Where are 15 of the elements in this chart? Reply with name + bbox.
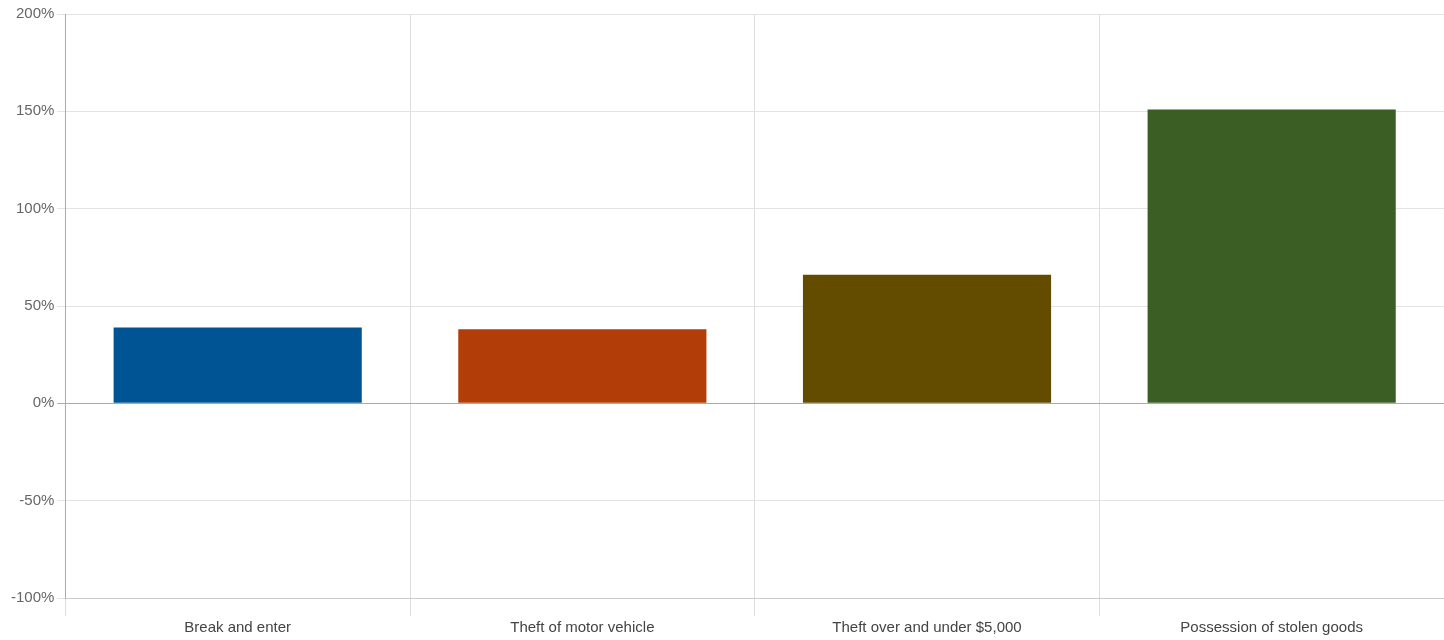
y-tick-label: -50% xyxy=(19,490,55,508)
y-tick-label: 200% xyxy=(15,4,55,22)
x-tick-label: Theft over and under $5,000 xyxy=(832,618,1022,636)
bar xyxy=(1147,109,1396,403)
y-tick-label: -100% xyxy=(11,588,55,606)
x-tick-label: Theft of motor vehicle xyxy=(510,618,655,636)
bar xyxy=(458,329,707,403)
y-tick-label: 0% xyxy=(32,393,55,411)
bar xyxy=(802,274,1052,403)
x-tick-label: Break and enter xyxy=(184,618,292,636)
y-tick-label: 150% xyxy=(15,101,55,119)
y-tick-label: 50% xyxy=(24,296,55,314)
x-tick-label: Possession of stolen goods xyxy=(1180,618,1363,636)
y-tick-label: 100% xyxy=(15,198,55,216)
bar xyxy=(113,327,362,403)
